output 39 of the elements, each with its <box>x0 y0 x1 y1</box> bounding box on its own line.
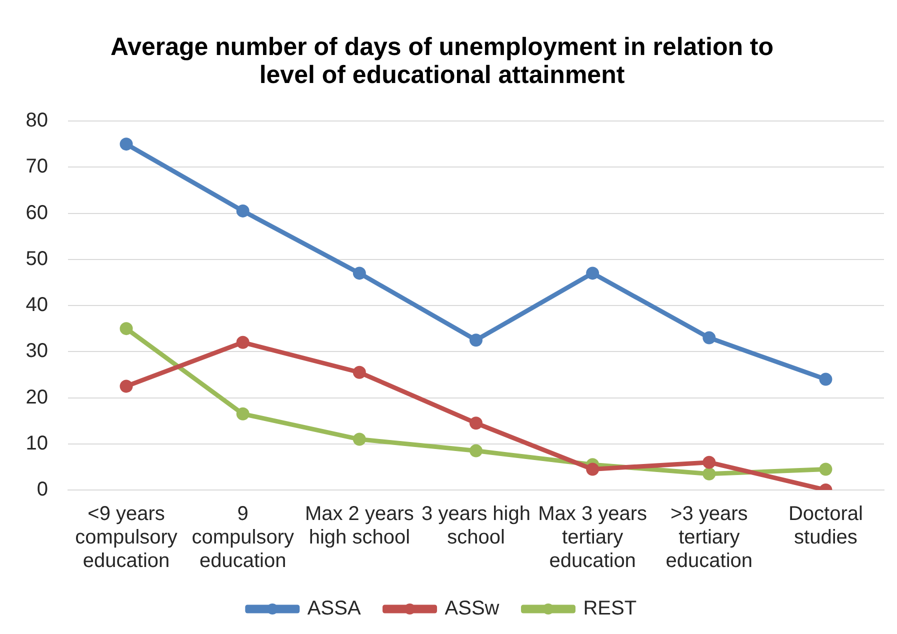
point <box>470 416 482 430</box>
point <box>236 204 250 218</box>
point <box>352 366 366 379</box>
point <box>120 380 133 393</box>
y-tick-label: 60 <box>26 202 48 224</box>
point <box>702 331 716 344</box>
y-tick-label: 80 <box>26 110 48 132</box>
y-tick-label: 10 <box>26 432 48 454</box>
y-tick-label: 30 <box>26 340 48 362</box>
point <box>120 138 133 151</box>
point <box>819 462 832 476</box>
point <box>819 372 832 386</box>
y-tick-label: 20 <box>26 386 48 408</box>
legend-label: REST <box>583 598 637 620</box>
point <box>120 322 133 336</box>
y-tick-label: 50 <box>26 248 48 270</box>
chart-title: Average number of days of unemployment in relation to level of educational attainment <box>110 32 774 89</box>
legend-label: ASSw <box>444 598 500 620</box>
point <box>586 462 600 476</box>
x-tick-label: <9 years compulsory education <box>75 503 178 572</box>
point <box>586 266 600 280</box>
x-tick-label: Doctoral studies <box>788 503 863 549</box>
point <box>236 336 250 349</box>
point <box>470 334 482 347</box>
point <box>702 456 716 469</box>
y-tick-label: 70 <box>26 156 48 178</box>
x-tick-label: 9 compulsory education <box>192 503 294 572</box>
point <box>352 266 366 280</box>
x-tick-label: 3 years high school <box>422 503 530 549</box>
legend-label: ASSA <box>307 598 362 620</box>
point <box>470 444 482 458</box>
y-tick-label: 40 <box>26 294 48 316</box>
point <box>352 432 366 446</box>
x-tick-label: Max 3 years tertiary education <box>538 503 648 572</box>
x-tick-label: >3 years tertiary education <box>666 503 753 572</box>
point <box>702 467 716 480</box>
point <box>236 407 250 420</box>
y-tick-label: 0 <box>36 478 48 501</box>
x-tick-label: Max 2 years high school <box>304 503 414 549</box>
